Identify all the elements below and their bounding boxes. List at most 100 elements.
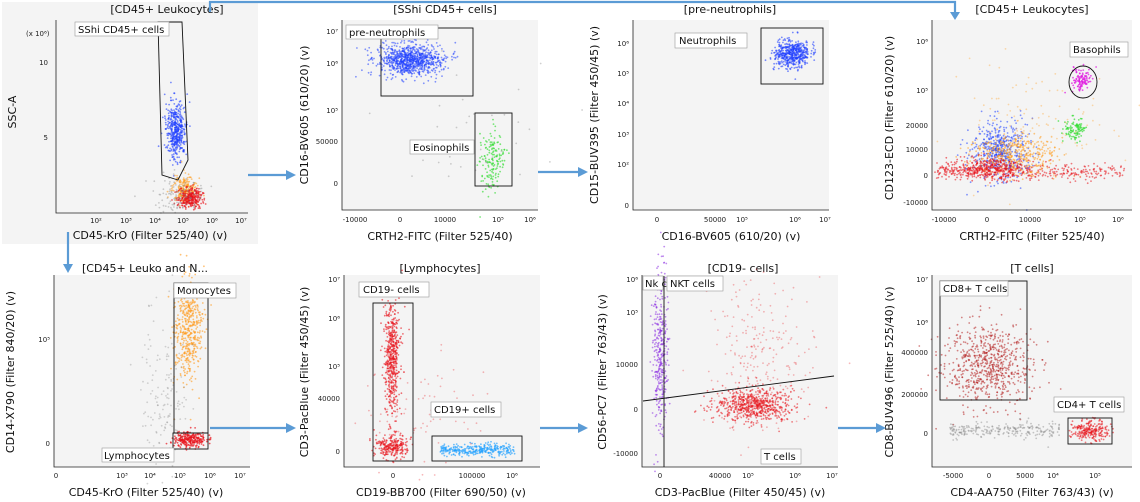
- y-tick: 0: [336, 448, 340, 456]
- gate-lymphocytes[interactable]: [172, 432, 209, 450]
- dot-cloud: [764, 31, 817, 80]
- axis-frame: [55, 20, 248, 214]
- y-tick: 0: [924, 172, 928, 180]
- arrowhead: [876, 423, 886, 433]
- gate-eosinophils[interactable]: [474, 112, 513, 187]
- gate-label-box: [430, 401, 502, 418]
- gate-label-pre-neutrophils: pre-neutrophils: [349, 28, 425, 39]
- panel-title: [SShi CD45+ cells]: [393, 3, 497, 16]
- panel-cd45-leuko-and-n: [CD45+ Leuko and N... 10⁵ 0 0 10³ 10⁴ 10…: [4, 253, 250, 499]
- x-tick: 10⁵: [736, 216, 748, 224]
- panel-frame: [642, 275, 838, 467]
- y-tick: 10⁶: [916, 38, 928, 46]
- gate-label-box: [642, 275, 664, 291]
- gate-label-box: [939, 280, 1009, 297]
- arrowhead: [578, 167, 588, 177]
- y-axis-label: CD16-BV605 (610/20) (v): [298, 46, 311, 185]
- panel-pre-neutrophils: [pre-neutrophils] 10⁶ 10⁵ 10⁴ 10³ 10² 0 …: [588, 3, 831, 243]
- gate-label-box: [101, 447, 175, 463]
- y-tick: 0: [334, 180, 338, 188]
- panel-title: [CD45+ Leukocytes]: [110, 3, 223, 16]
- gate-label-nk: Nk c...: [645, 279, 676, 290]
- dot-cloud: [918, 305, 1114, 448]
- gate-label-basophils: Basophils: [1073, 45, 1121, 56]
- y-tick: 10: [39, 59, 48, 67]
- x-tick: 10³: [120, 217, 132, 225]
- arrow-top-connector: [208, 0, 957, 12]
- arrowhead: [286, 423, 296, 433]
- x-tick: 10⁶: [524, 216, 536, 224]
- y-axis-label: CD56-PC7 (Filter 763/43) (v): [596, 294, 609, 450]
- x-axis-label: CRTH2-FITC (Filter 525/40): [959, 230, 1104, 243]
- gate-divider-sloped[interactable]: [642, 375, 835, 402]
- x-tick: -5000: [943, 472, 963, 480]
- x-tick: 10⁷: [819, 216, 831, 224]
- panel-title: [CD19- cells]: [708, 262, 779, 275]
- x-axis-label: CD19-BB700 (Filter 690/50) (v): [356, 486, 526, 499]
- arrowhead: [63, 264, 73, 273]
- y-axis-label: CD15-BUV395 (Filter 450/45) (v): [588, 26, 601, 204]
- x-tick: 10⁶: [1112, 216, 1124, 224]
- panel-cd19-neg-cells: [CD19- cells] 10⁶ 10⁵ 10000 0 -10000 0 4…: [596, 231, 851, 499]
- x-tick: 5000: [1016, 472, 1034, 480]
- panel-title: [Lymphocytes]: [400, 262, 481, 275]
- y-multiplier: (x 10⁶): [26, 30, 50, 38]
- x-tick: 0: [54, 472, 58, 480]
- x-tick: 10²: [90, 217, 102, 225]
- dot-cloud: [129, 253, 213, 490]
- gate-cd19-neg[interactable]: [372, 302, 414, 462]
- y-tick: 10⁵: [328, 363, 340, 371]
- gate-label-nkt: NKT cells: [670, 279, 715, 290]
- y-tick: 5: [44, 134, 48, 142]
- x-tick: 10⁴: [1047, 472, 1059, 480]
- panel-cd45-leukocytes-ssc: [CD45+ Leukocytes] (x 10⁶) 10 5 10² 10³ …: [2, 2, 258, 244]
- gate-label-cd8: CD8+ T cells: [943, 284, 1007, 295]
- x-axis-label: CD3-PacBlue (Filter 450/45) (v): [655, 486, 826, 499]
- panel-title: [pre-neutrophils]: [684, 3, 776, 16]
- gate-cd19-pos[interactable]: [431, 435, 523, 462]
- gate-sshi-cd45[interactable]: [157, 21, 189, 181]
- gate-cd4-t-cells[interactable]: [1067, 417, 1113, 445]
- gate-label-cd19-pos: CD19+ cells: [434, 405, 495, 416]
- gate-label-box: [760, 448, 802, 465]
- arrowhead: [578, 423, 588, 433]
- y-tick: 10⁵: [326, 107, 338, 115]
- gate-neutrophils[interactable]: [760, 27, 824, 85]
- arrowhead: [950, 12, 960, 20]
- x-tick: -10000: [932, 216, 957, 224]
- x-tick: 10⁵: [1074, 216, 1086, 224]
- y-tick: 50000: [316, 138, 338, 146]
- y-tick: 0: [634, 406, 638, 414]
- y-axis-label: CD8-BUV496 (Filter 525/40) (v): [883, 287, 896, 458]
- x-tick: 0: [655, 216, 659, 224]
- x-tick: 10⁵: [492, 216, 504, 224]
- axis-frame: [931, 20, 1132, 211]
- gate-basophils[interactable]: [1068, 65, 1098, 99]
- gate-label-box: [74, 21, 170, 37]
- x-tick: -10000: [343, 216, 368, 224]
- y-tick: 10⁶: [326, 60, 338, 68]
- flow-arrows: [63, 0, 960, 433]
- x-axis-label: CD45-KrO (Filter 525/40) (v): [73, 229, 228, 242]
- arrowhead: [286, 170, 296, 180]
- panel-title: [CD45+ Leukocytes]: [975, 3, 1088, 16]
- dot-cloud: [134, 81, 213, 214]
- x-tick: 10⁶: [506, 472, 518, 480]
- gate-label-box: [674, 32, 748, 49]
- y-axis-label: SSC-A: [6, 95, 19, 128]
- gate-label-neutrophils: Neutrophils: [679, 36, 736, 47]
- y-tick: -10000: [903, 199, 928, 207]
- axis-frame: [343, 275, 540, 468]
- y-tick: 10⁶: [328, 315, 340, 323]
- x-tick: 10⁶: [204, 472, 216, 480]
- x-tick: 0: [391, 472, 395, 480]
- panel-frame: [342, 20, 538, 210]
- x-tick: 10000: [434, 216, 456, 224]
- axis-frame: [341, 20, 538, 211]
- x-tick: 10⁶: [789, 472, 801, 480]
- x-tick: 10⁴: [149, 217, 161, 225]
- y-tick: 10⁶: [617, 40, 629, 48]
- gate-label-box: [1069, 41, 1129, 58]
- dot-cloud: [355, 35, 583, 218]
